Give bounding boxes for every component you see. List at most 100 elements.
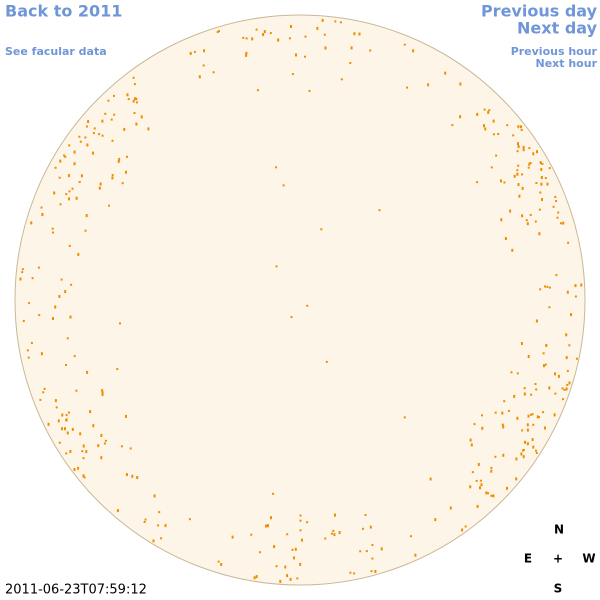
facula-speck (544, 426, 546, 430)
facula-speck (77, 466, 80, 470)
facula-speck (521, 186, 524, 190)
facula-speck (534, 220, 537, 223)
facula-speck (308, 89, 311, 92)
facula-speck (86, 143, 89, 147)
facula-speck (84, 136, 87, 139)
facula-speck (365, 550, 368, 553)
facula-speck (71, 187, 74, 190)
facula-speck (58, 441, 61, 444)
facula-speck (409, 535, 412, 538)
facula-speck (61, 427, 63, 431)
facula-speck (517, 183, 520, 187)
facula-speck (495, 154, 498, 157)
facula-speck (557, 211, 560, 214)
facula-speck (71, 427, 74, 431)
facula-speck (291, 73, 294, 76)
facula-speck (103, 442, 106, 445)
facula-speck (294, 547, 297, 551)
facula-speck (290, 316, 293, 319)
facula-speck (427, 83, 430, 87)
facula-speck (524, 440, 526, 444)
facula-speck (133, 83, 136, 86)
compass-west: W (582, 552, 595, 566)
facular-link[interactable]: See facular data (5, 45, 107, 58)
facula-speck (158, 511, 161, 514)
facula-speck (484, 127, 487, 131)
facula-speck (68, 190, 71, 193)
facula-speck (270, 516, 272, 520)
facula-speck (110, 118, 113, 121)
facula-speck (522, 455, 525, 459)
facula-speck (140, 115, 143, 119)
facula-speck (320, 228, 323, 231)
facula-speck (403, 43, 406, 46)
facula-speck (566, 370, 569, 373)
facula-speck (324, 537, 327, 540)
facula-speck (60, 278, 63, 281)
facula-speck (42, 391, 45, 394)
facula-speck (79, 140, 82, 143)
facula-speck (521, 173, 524, 176)
facula-speck (65, 414, 68, 417)
facula-speck (75, 196, 78, 200)
facula-speck (279, 579, 282, 583)
next-day-link[interactable]: Next day (517, 19, 598, 38)
facula-speck (231, 535, 234, 539)
prev-day-link[interactable]: Previous day (481, 2, 598, 21)
facula-speck (101, 134, 104, 137)
compass-north: N (554, 523, 564, 537)
facula-speck (323, 33, 326, 36)
prev-hour-link[interactable]: Previous hour (511, 45, 598, 58)
facula-speck (54, 166, 57, 169)
facula-speck (113, 94, 115, 97)
facula-speck (492, 494, 495, 498)
facula-speck (189, 51, 192, 55)
facula-speck (27, 356, 30, 359)
facula-speck (299, 514, 302, 517)
facula-speck (483, 108, 486, 111)
facula-speck (434, 518, 437, 522)
facula-speck (492, 119, 495, 123)
facula-speck (288, 37, 291, 40)
facula-speck (193, 50, 196, 53)
facula-speck (511, 248, 514, 252)
next-hour-link[interactable]: Next hour (536, 57, 598, 70)
compass-east: E (524, 552, 532, 566)
facula-speck (561, 387, 564, 390)
facula-speck (479, 479, 482, 482)
facula-speck (485, 491, 488, 495)
facula-speck (353, 572, 356, 575)
facula-speck (251, 37, 254, 41)
facula-speck (97, 444, 100, 448)
facula-speck (528, 162, 531, 166)
facula-speck (116, 509, 119, 513)
facula-speck (111, 176, 114, 180)
facula-speck (220, 563, 223, 566)
facula-speck (517, 164, 520, 167)
facula-speck (513, 394, 516, 398)
facula-speck (47, 422, 50, 426)
facula-speck (566, 290, 569, 294)
facula-speck (86, 370, 89, 374)
facula-speck (152, 539, 155, 543)
facula-speck (126, 155, 128, 158)
facula-speck (216, 31, 219, 33)
facula-speck (517, 125, 520, 129)
facula-speck (521, 429, 524, 432)
facula-speck (370, 570, 373, 573)
facula-speck (85, 450, 88, 454)
facula-speck (487, 110, 490, 114)
facula-speck (371, 544, 374, 546)
facula-speck (67, 174, 70, 178)
facula-speck (296, 577, 299, 580)
facula-speck (316, 26, 319, 30)
facula-speck (535, 449, 537, 452)
facula-speck (476, 112, 479, 116)
facula-speck (555, 274, 558, 277)
facula-speck (527, 166, 530, 169)
facula-speck (68, 197, 70, 201)
facula-speck (286, 533, 289, 536)
back-link[interactable]: Back to 2011 (5, 2, 122, 21)
facula-speck (539, 288, 542, 291)
facula-speck (538, 416, 540, 419)
